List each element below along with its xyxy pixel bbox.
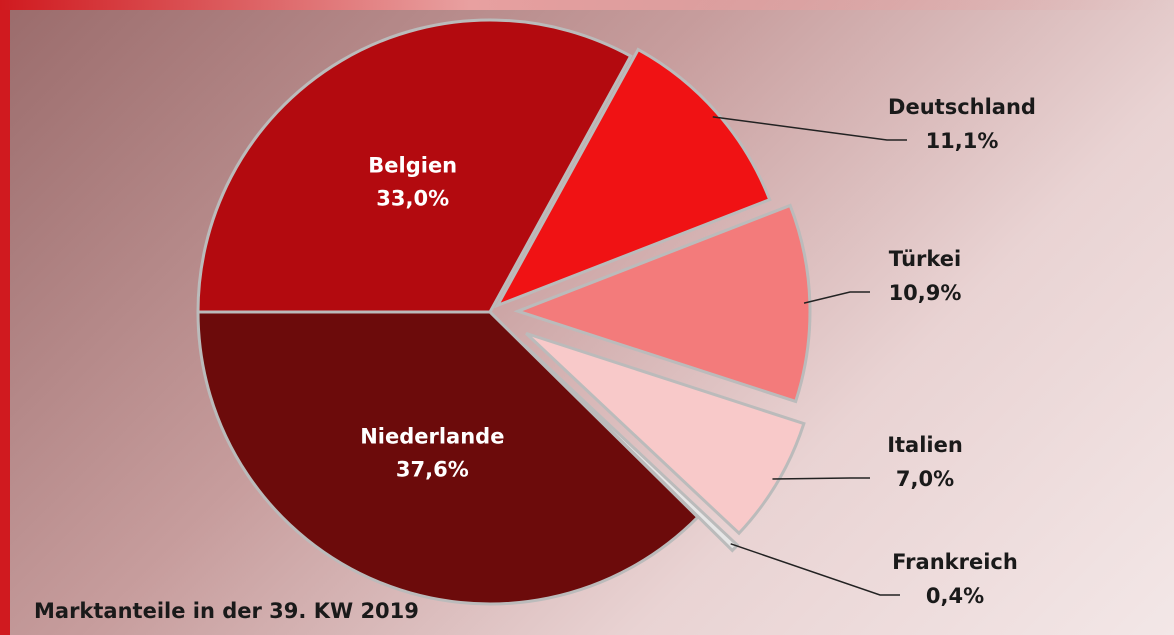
value-label: 33,0% <box>376 186 449 210</box>
pie-slice <box>494 47 772 309</box>
value-label: 37,6% <box>396 457 469 481</box>
leader-line <box>730 543 900 596</box>
pie-slice <box>196 310 700 606</box>
leader-line <box>712 116 907 141</box>
slice-label: Belgien <box>368 153 457 177</box>
pie-slice <box>513 203 812 404</box>
slice-label: Italien <box>887 433 963 457</box>
slice-label: Deutschland <box>888 95 1036 119</box>
chart-title: Marktanteile in der 39. KW 2019 <box>34 599 419 623</box>
value-label: 10,9% <box>889 281 962 305</box>
slice-label: Niederlande <box>360 424 504 448</box>
slice-label: Frankreich <box>892 550 1018 574</box>
value-label: 0,4% <box>926 584 984 608</box>
leader-line <box>803 291 870 304</box>
value-label: 11,1% <box>926 129 999 153</box>
leader-line <box>772 477 870 480</box>
pie-slice <box>196 18 633 314</box>
pie-slice <box>525 331 806 536</box>
value-label: 7,0% <box>896 467 954 491</box>
slice-label: Türkei <box>889 247 961 271</box>
